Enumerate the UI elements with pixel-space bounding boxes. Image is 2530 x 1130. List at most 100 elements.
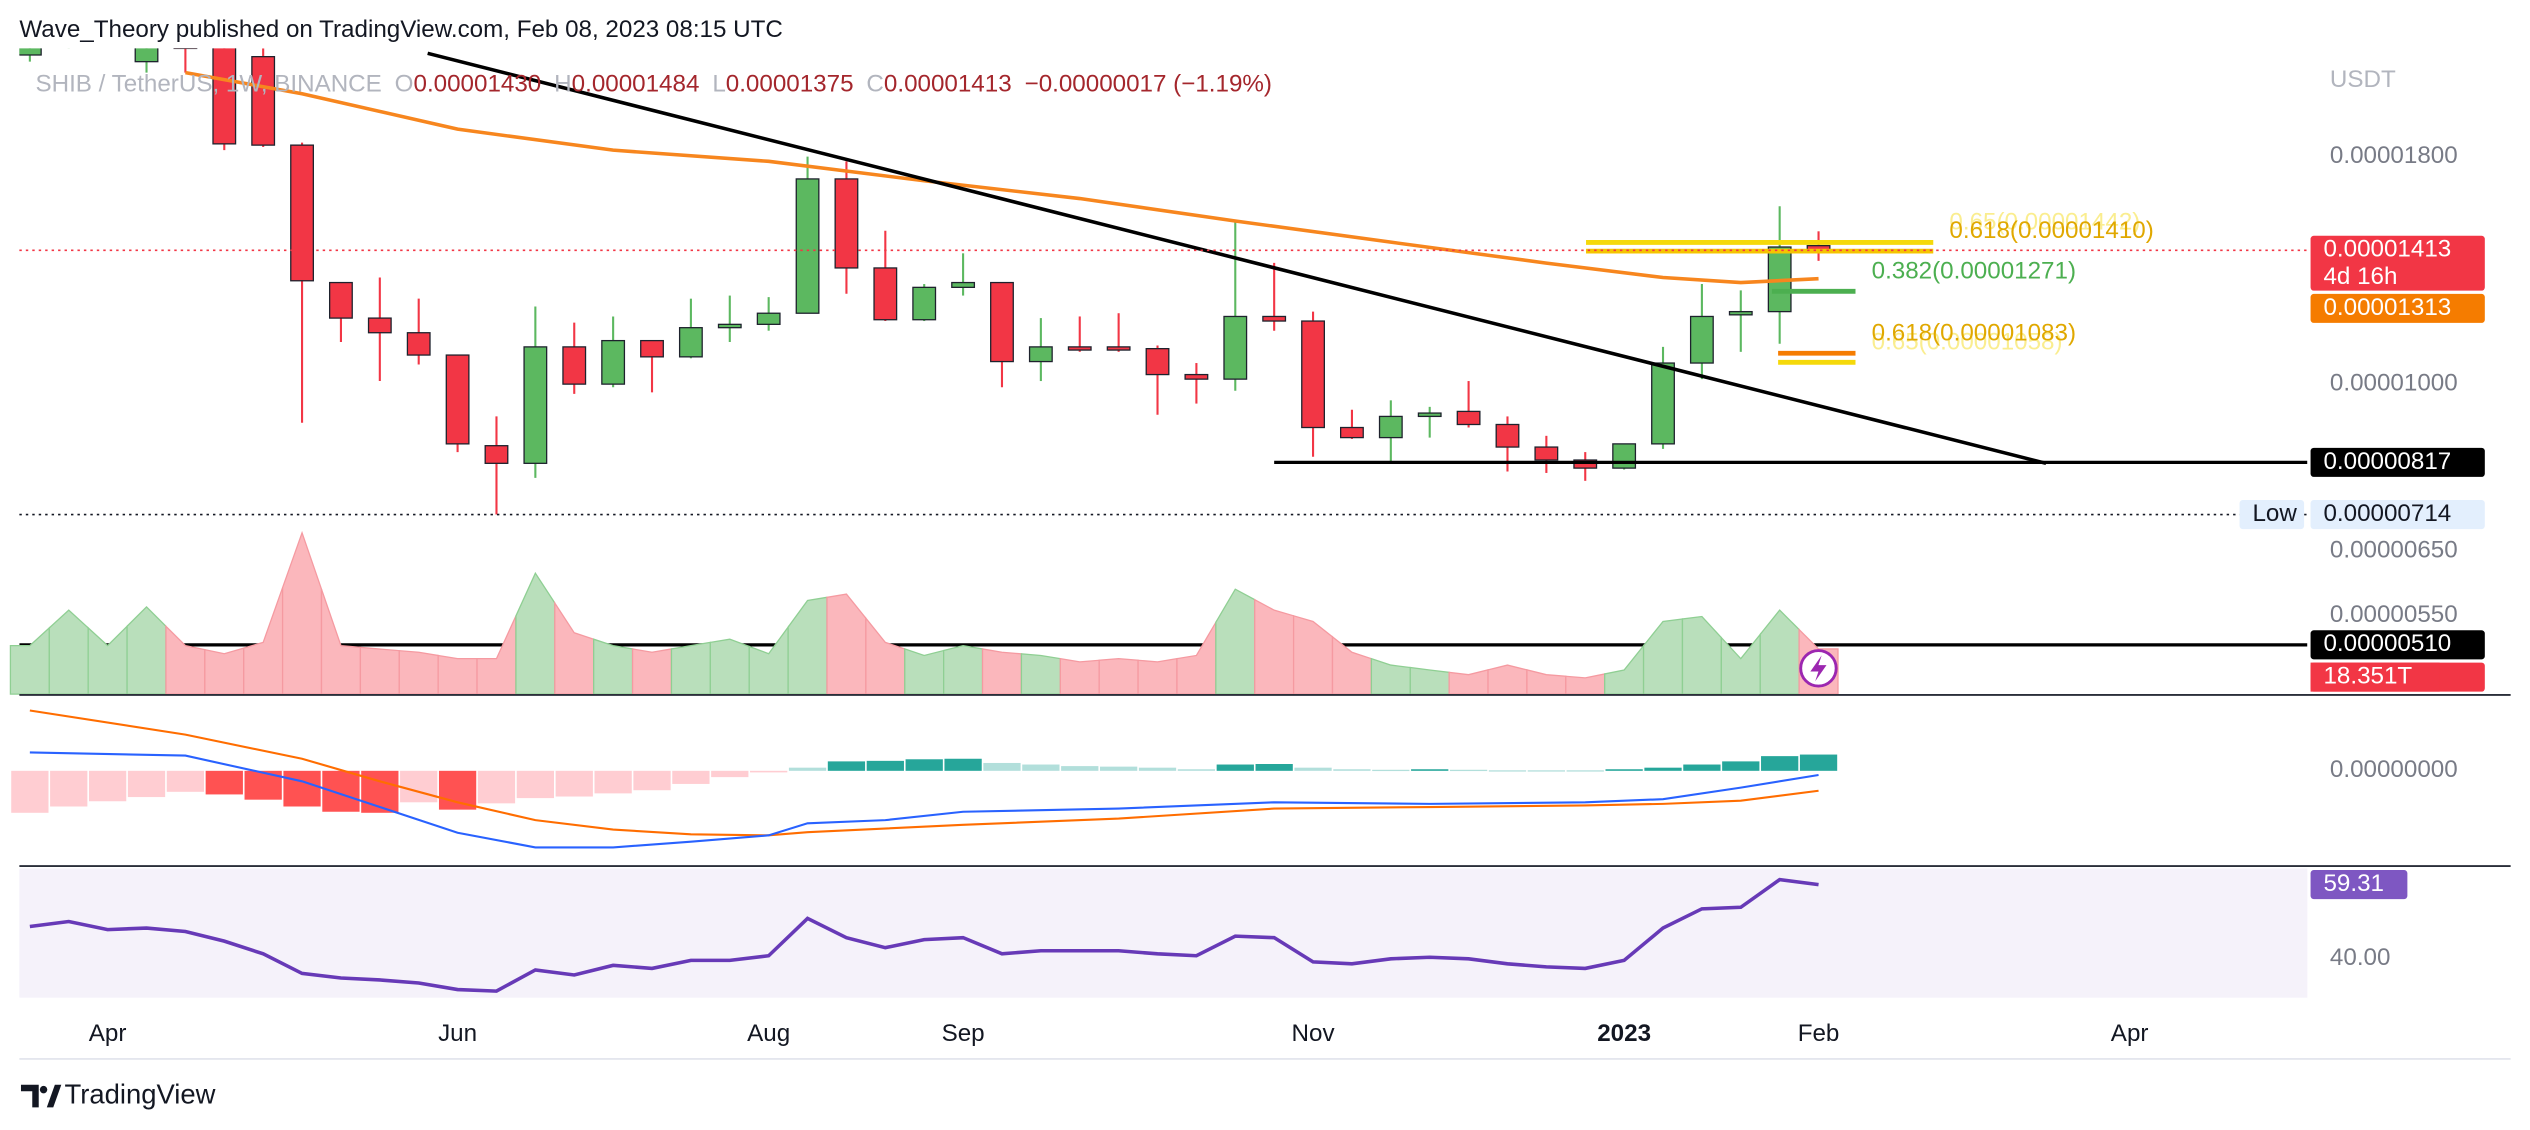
rsi-background bbox=[19, 868, 2308, 998]
volume-area bbox=[943, 644, 984, 695]
currency: USDT bbox=[2330, 66, 2396, 93]
price-tag-label: 0.00000510 bbox=[2323, 630, 2451, 657]
macd-bar bbox=[555, 770, 593, 797]
legend-change: −0.00000017 (−1.19%) bbox=[1025, 71, 1272, 98]
fib-label: 0.618(0.00001410) bbox=[1949, 217, 2153, 244]
macd-bar bbox=[1294, 767, 1332, 771]
candle-body bbox=[1417, 412, 1442, 418]
candle-body bbox=[1339, 426, 1364, 439]
volume bbox=[9, 530, 1839, 695]
fib-label: 0.65(0.00001442) bbox=[1949, 208, 2140, 235]
candle-body bbox=[990, 281, 1014, 363]
footer: TradingView bbox=[65, 1078, 216, 1109]
fib-label: 0.65(0.00001058) bbox=[1872, 328, 2063, 355]
macd-bar bbox=[477, 770, 516, 804]
volume-area bbox=[709, 638, 750, 695]
candle-body bbox=[912, 286, 937, 321]
price-tag-label: 0.00001313 bbox=[2323, 294, 2451, 321]
legend-value: 0.00001375 bbox=[726, 71, 854, 98]
macd-bar bbox=[1683, 764, 1721, 771]
x-tick-label: Apr bbox=[89, 1020, 127, 1047]
macd-bar bbox=[944, 758, 982, 771]
rsi-tag bbox=[2310, 870, 2408, 900]
candle-body bbox=[1028, 346, 1053, 363]
macd-bar bbox=[905, 759, 943, 771]
candle-body bbox=[406, 332, 431, 356]
y-tick-label: 40.00 bbox=[2330, 944, 2391, 971]
macd-bar bbox=[283, 770, 321, 807]
alert-icon[interactable] bbox=[1799, 649, 1838, 688]
candle-body bbox=[1534, 446, 1559, 461]
candle-body bbox=[134, 48, 159, 63]
macd-bar bbox=[127, 770, 166, 798]
candle-body bbox=[484, 445, 509, 464]
chart-layer: 0.65(0.00001442)0.618(0.00001410) 0.382(0… bbox=[9, 48, 2485, 1047]
volume-area bbox=[1409, 666, 1450, 695]
macd-bar bbox=[400, 770, 438, 803]
y-tick-label: 0.00001000 bbox=[2330, 370, 2458, 397]
volume-area bbox=[1098, 658, 1139, 695]
macd-bar bbox=[788, 767, 827, 771]
candle-body bbox=[1689, 315, 1714, 364]
macd-bar bbox=[1372, 769, 1410, 772]
moving-average bbox=[185, 70, 1819, 285]
price-pane: 0.65(0.00001442)0.618(0.00001410) 0.382(0… bbox=[19, 48, 2308, 647]
macd-bar bbox=[1799, 754, 1838, 771]
y-tick-label: 0.00000550 bbox=[2330, 601, 2458, 628]
candle-body bbox=[562, 346, 587, 385]
price-tag-label: 0.00000817 bbox=[2323, 448, 2451, 475]
low-tag-label: Low bbox=[2252, 500, 2297, 527]
price-tag bbox=[2310, 447, 2485, 477]
legend-title: SHIB / TetherUS, 1W, BINANCE bbox=[35, 71, 381, 98]
volume-tag-label: 18.351T bbox=[2323, 662, 2412, 689]
volume-area bbox=[1020, 653, 1061, 695]
macd-bar bbox=[1605, 769, 1643, 771]
candle-body bbox=[1495, 423, 1520, 448]
volume-area bbox=[670, 641, 711, 695]
header: Wave_Theory published on TradingView.com… bbox=[19, 16, 783, 43]
candle-body bbox=[1301, 320, 1325, 429]
macd-bar bbox=[1216, 764, 1254, 771]
volume-tag bbox=[2310, 662, 2440, 692]
candle-body bbox=[1651, 362, 1675, 445]
legend-value: 0.00001413 bbox=[884, 71, 1012, 98]
candle-body bbox=[251, 56, 276, 146]
candle-body bbox=[212, 48, 237, 145]
rsi-tag-label: 59.31 bbox=[2323, 870, 2384, 897]
price-tag-label: 0.00001413 bbox=[2323, 236, 2451, 263]
candle-body bbox=[873, 267, 898, 321]
candle-body bbox=[445, 354, 470, 445]
low-tag bbox=[2239, 500, 2305, 530]
candle-body bbox=[1378, 415, 1403, 439]
candle-body bbox=[290, 144, 314, 282]
candle-body bbox=[523, 346, 548, 464]
legend-value: 0.00001430 bbox=[414, 71, 542, 98]
rsi-line bbox=[29, 877, 1819, 993]
macd-bar bbox=[516, 770, 554, 799]
macd-bar bbox=[1722, 761, 1760, 771]
candle-body bbox=[717, 323, 742, 329]
candle-body bbox=[678, 327, 703, 358]
volume-area bbox=[593, 638, 634, 695]
candle-body bbox=[1728, 310, 1753, 316]
legend-key: C bbox=[866, 71, 883, 98]
macd-bar bbox=[205, 770, 243, 795]
macd-bar bbox=[1527, 770, 1565, 772]
macd-bar bbox=[1566, 770, 1604, 772]
candle-body bbox=[1184, 373, 1209, 380]
candle-body bbox=[1067, 346, 1092, 351]
candle-body bbox=[1456, 410, 1481, 426]
candle-body bbox=[328, 281, 353, 319]
candle-body bbox=[1612, 443, 1637, 469]
macd-bar bbox=[827, 761, 866, 771]
macd-bar bbox=[672, 770, 710, 784]
macd-bar bbox=[1022, 764, 1060, 771]
price-tag bbox=[2310, 500, 2485, 530]
candle-body bbox=[1145, 347, 1170, 376]
volume-area bbox=[981, 648, 1023, 695]
candle-body bbox=[19, 48, 42, 56]
candle-body bbox=[1573, 459, 1598, 469]
volume-area bbox=[904, 648, 945, 695]
macd-bar bbox=[633, 770, 671, 791]
